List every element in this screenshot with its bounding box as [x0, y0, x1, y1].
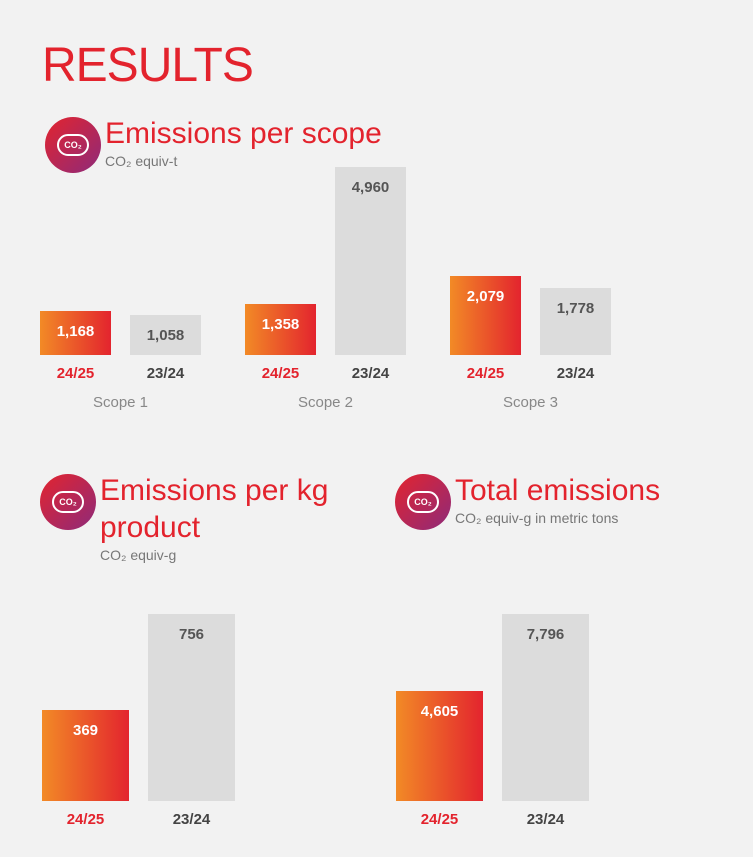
chart-title: Total emissions: [455, 474, 661, 507]
icon-text: CO₂: [57, 134, 89, 156]
bar: [148, 614, 235, 801]
series-label: 24/25: [56, 365, 95, 382]
bar: [396, 690, 483, 801]
chart-header: Emissions per scope CO₂ equiv-t: [105, 115, 425, 170]
bar: [540, 287, 611, 355]
chart-subtitle: CO₂ equiv-g: [100, 547, 177, 563]
bar: [40, 310, 111, 355]
series-label: 24/25: [66, 811, 105, 828]
chart-subtitle: CO₂ equiv-g in metric tons: [455, 510, 619, 526]
bar: [502, 614, 589, 801]
value-label: 2,079: [466, 288, 505, 306]
category-label: Scope 3: [502, 394, 559, 411]
value-label: 1,778: [556, 299, 595, 317]
icon-text: CO₂: [407, 491, 439, 513]
category-label: Scope 1: [92, 394, 149, 411]
value-label: 756: [178, 626, 205, 643]
bar: [450, 276, 521, 355]
icon: CO₂: [45, 117, 101, 173]
chart-header: Total emissions CO₂ equiv-g in metric ton…: [455, 472, 685, 527]
series-label: 23/24: [146, 365, 185, 382]
bar: [130, 314, 201, 355]
category-label: Scope 2: [297, 394, 354, 411]
value-label: 369: [72, 721, 99, 739]
series-label: 23/24: [351, 365, 390, 382]
icon-text: CO₂: [52, 491, 84, 513]
value-label: 1,168: [56, 322, 95, 340]
series-label: 24/25: [466, 365, 505, 382]
chart-title: Emissions per scope: [105, 117, 382, 150]
page-title: RESULTS: [42, 39, 254, 92]
series-label: 24/25: [420, 811, 459, 828]
series-label: 23/24: [526, 811, 565, 828]
icon: CO₂: [395, 474, 451, 530]
value-label: 4,960: [351, 179, 390, 196]
icon: CO₂: [40, 474, 96, 530]
series-label: 24/25: [261, 365, 300, 382]
bar: [335, 167, 406, 355]
series-label: 23/24: [172, 811, 211, 828]
value-label: 4,605: [420, 702, 459, 720]
bar: [42, 709, 129, 801]
bar: [245, 303, 316, 355]
value-label: 7,796: [526, 626, 565, 643]
chart-title: Emissions per kg product: [100, 474, 329, 544]
chart-header: Emissions per kg product CO₂ equiv-g: [100, 472, 330, 564]
value-label: 1,058: [146, 326, 185, 344]
series-label: 23/24: [556, 365, 595, 382]
chart-subtitle: CO₂ equiv-t: [105, 153, 178, 169]
value-label: 1,358: [261, 315, 300, 333]
